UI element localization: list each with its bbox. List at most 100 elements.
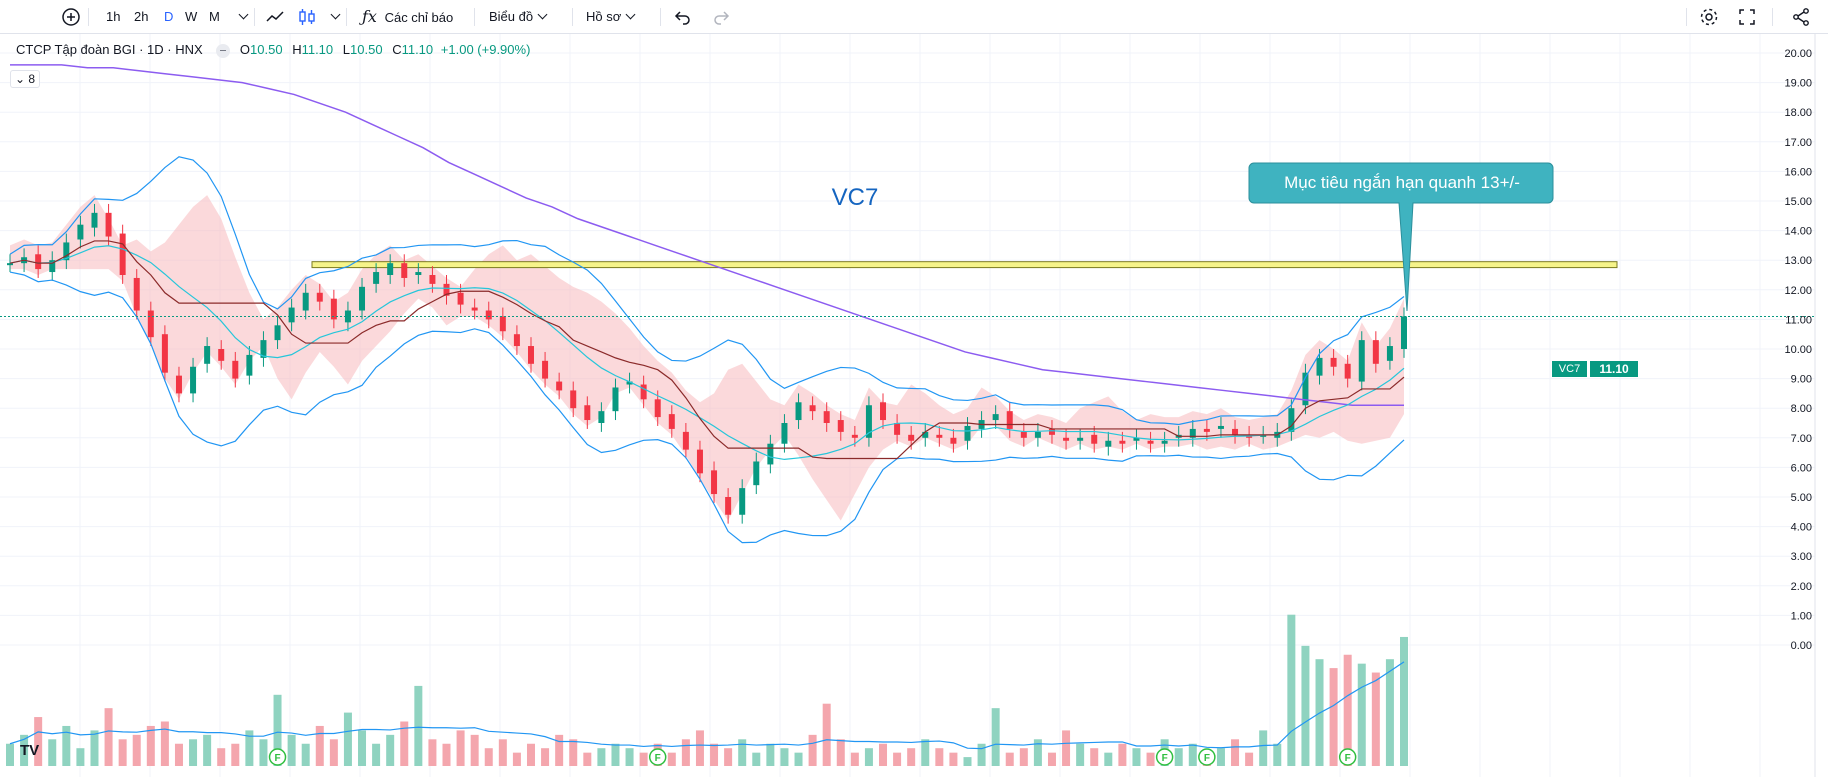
add-symbol-icon[interactable] — [60, 6, 82, 28]
volume-bar — [343, 712, 352, 766]
candle — [837, 411, 844, 441]
callout-annotation: Mục tiêu ngắn hạn quanh 13+/- — [1248, 162, 1554, 312]
candle — [49, 251, 56, 281]
volume-bar — [146, 725, 155, 766]
candle — [1077, 428, 1084, 450]
undo-icon[interactable] — [672, 6, 694, 28]
volume-bar — [949, 752, 958, 766]
candle — [316, 283, 323, 311]
interval-1h[interactable]: 1h — [106, 9, 121, 24]
interval-dropdown-chevron-icon[interactable] — [234, 6, 249, 28]
volume-bar — [681, 739, 690, 766]
volume-bar — [1385, 659, 1394, 766]
volume-bar — [667, 752, 676, 766]
candle — [1358, 331, 1365, 391]
volume-bar — [921, 739, 930, 766]
candle — [1091, 425, 1098, 453]
volume-bar — [1090, 748, 1099, 766]
volume-bar — [822, 703, 831, 766]
y-tick-label: 13.00 — [1784, 255, 1812, 267]
interval-w[interactable]: W — [185, 9, 198, 24]
candle — [1034, 423, 1041, 447]
volume-bar — [893, 752, 902, 766]
volume-bar — [372, 743, 381, 766]
y-tick-label: 11.00 — [1785, 314, 1812, 326]
volume-bar — [794, 752, 803, 766]
open-value: 10.50 — [250, 42, 283, 57]
candle — [570, 381, 577, 418]
volume-bar — [1301, 645, 1310, 766]
interval-d[interactable]: D — [164, 9, 174, 24]
candle — [1330, 349, 1337, 376]
volume-bar — [1146, 752, 1155, 766]
volume-bars — [6, 614, 1408, 766]
profile-menu-label: Hồ sơ — [586, 9, 622, 24]
candle — [1161, 431, 1168, 453]
volume-bar — [259, 739, 268, 766]
fullscreen-icon[interactable] — [1736, 6, 1758, 28]
line-chart-icon[interactable] — [264, 6, 286, 28]
candle — [1372, 331, 1379, 373]
target-zone — [311, 261, 1618, 269]
chart-type-chevron-icon[interactable] — [326, 6, 341, 28]
candle — [204, 337, 211, 373]
symbol-title[interactable]: CTCP Tập đoàn BGI · 1D · HNX — [16, 42, 203, 57]
volume-bar — [611, 743, 620, 766]
candle — [63, 233, 70, 270]
y-tick-label: 9.00 — [1791, 374, 1812, 386]
volume-bar — [1273, 743, 1282, 766]
redo-icon[interactable] — [710, 6, 732, 28]
candle — [1063, 428, 1070, 450]
interval-2h[interactable]: 2h — [134, 9, 149, 24]
candle — [598, 402, 605, 432]
svg-text:F: F — [1345, 753, 1351, 764]
y-tick-label: 7.00 — [1791, 433, 1812, 445]
candle — [1189, 420, 1196, 447]
volume-bar — [414, 685, 423, 766]
chart-menu-button[interactable]: Biểu đồ — [489, 6, 548, 28]
volume-bar — [541, 748, 550, 766]
volume-bar — [1047, 752, 1056, 766]
volume-bar — [1132, 748, 1141, 766]
volume-bar — [695, 730, 704, 766]
svg-text:F: F — [655, 753, 661, 764]
price-chart[interactable]: F F F F F 20.00 19.00 18.00 17.00 16.00 15.00 14.0… — [0, 34, 1828, 777]
volume-bar — [1343, 654, 1352, 766]
volume-bar — [639, 752, 648, 766]
volume-bar — [963, 757, 972, 766]
volume-bar — [907, 748, 916, 766]
volume-bar — [1005, 752, 1014, 766]
candle — [1232, 420, 1239, 444]
volume-bar — [174, 743, 183, 766]
profile-menu-button[interactable]: Hồ sơ — [586, 6, 636, 28]
volume-bar — [287, 734, 296, 766]
candle — [682, 423, 689, 459]
candle — [696, 440, 703, 483]
volume-bar — [273, 694, 282, 766]
candle — [35, 245, 42, 278]
candle — [513, 325, 520, 355]
candle — [387, 254, 394, 284]
candle — [1147, 431, 1154, 453]
cloud-area — [10, 195, 1404, 521]
indicators-button[interactable]: ƒx Các chỉ báo — [362, 6, 453, 28]
volume-bar — [132, 734, 141, 766]
candlestick-icon[interactable] — [296, 6, 318, 28]
gear-icon[interactable] — [1698, 6, 1720, 28]
volume-bar — [301, 743, 310, 766]
volume-bar — [1371, 672, 1380, 766]
candle — [922, 423, 929, 447]
candle — [77, 215, 84, 249]
share-icon[interactable] — [1790, 6, 1812, 28]
volume-bar — [1062, 730, 1071, 766]
chevron-down-icon — [625, 9, 636, 20]
last-price-tag: 11.10 — [1590, 361, 1638, 377]
interval-m[interactable]: M — [209, 9, 220, 24]
candle — [767, 434, 774, 474]
indicators-toggle[interactable]: ⌄ 8 — [10, 70, 41, 88]
svg-text:F: F — [274, 753, 280, 764]
candle — [485, 301, 492, 329]
collapse-icon[interactable] — [216, 43, 231, 58]
price-axis: 20.00 19.00 18.00 17.00 16.00 15.00 14.00 13.00… — [1784, 48, 1812, 652]
bollinger-upper-line — [9, 156, 1405, 426]
